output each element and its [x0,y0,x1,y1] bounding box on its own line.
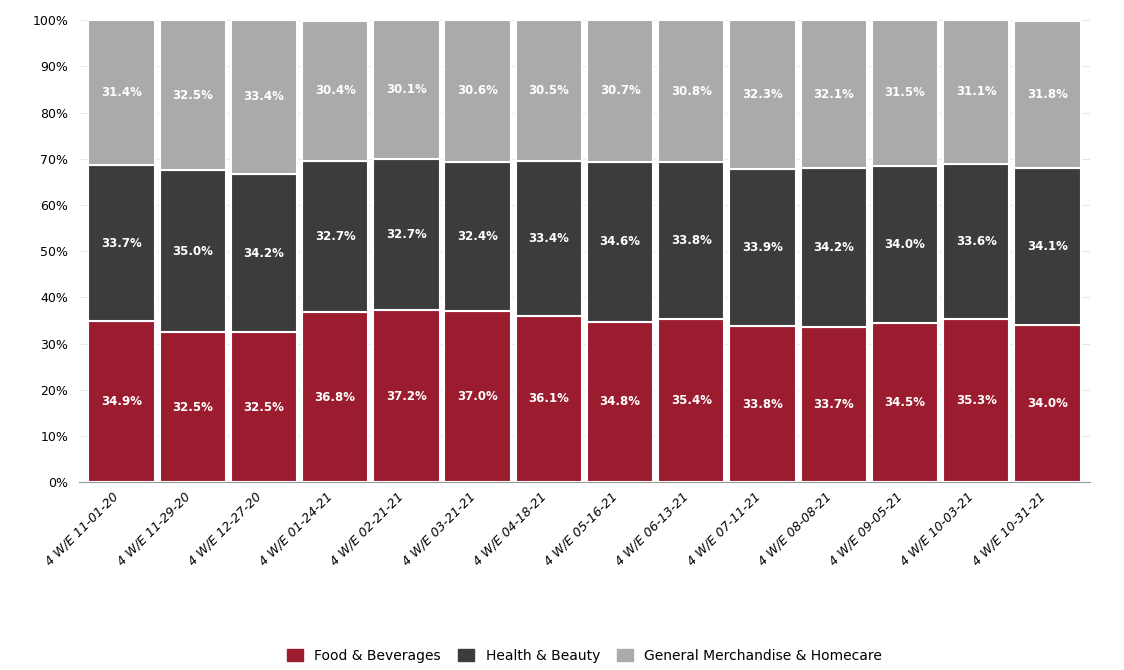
Bar [516,161,582,316]
Text: 33.8%: 33.8% [671,234,711,247]
Bar [800,326,867,482]
Text: 32.5%: 32.5% [172,401,214,414]
Bar [587,19,653,161]
Bar [444,20,510,161]
Bar [230,332,297,482]
Bar [943,164,1009,319]
Text: 30.4%: 30.4% [315,84,355,97]
Bar [373,159,439,310]
Text: 34.6%: 34.6% [599,235,641,248]
Bar [444,161,510,312]
Text: 34.1%: 34.1% [1027,240,1068,253]
Bar [943,319,1009,482]
Text: 35.0%: 35.0% [172,245,214,258]
Bar [516,316,582,482]
Bar [230,174,297,332]
Text: 32.7%: 32.7% [315,230,355,243]
Bar [160,332,226,482]
Text: 31.5%: 31.5% [885,86,925,99]
Bar [89,321,155,482]
Bar [800,20,867,168]
Text: 30.8%: 30.8% [671,85,711,98]
Text: 35.4%: 35.4% [671,394,711,407]
Text: 34.5%: 34.5% [885,396,925,409]
Text: 31.8%: 31.8% [1027,88,1068,100]
Text: 37.0%: 37.0% [457,391,498,403]
Bar [587,322,653,482]
Bar [659,163,725,319]
Text: 34.8%: 34.8% [599,395,641,409]
Text: 32.7%: 32.7% [386,228,427,241]
Bar [1014,168,1080,325]
Bar [160,170,226,332]
Text: 31.4%: 31.4% [101,86,142,99]
Bar [659,319,725,482]
Bar [1014,325,1080,482]
Text: 32.1%: 32.1% [814,88,854,100]
Text: 33.8%: 33.8% [742,398,783,411]
Bar [587,161,653,322]
Text: 30.6%: 30.6% [457,84,498,97]
Text: 36.1%: 36.1% [528,393,569,405]
Text: 33.6%: 33.6% [955,235,997,248]
Bar [800,168,867,326]
Text: 33.9%: 33.9% [742,241,783,255]
Legend: Food & Beverages, Health & Beauty, General Merchandise & Homecare: Food & Beverages, Health & Beauty, Gener… [280,642,889,669]
Bar [659,20,725,163]
Text: 34.0%: 34.0% [885,238,925,251]
Text: 32.5%: 32.5% [244,401,284,414]
Text: 35.3%: 35.3% [955,395,997,407]
Bar [302,312,369,482]
Text: 33.7%: 33.7% [814,398,854,411]
Text: 30.5%: 30.5% [528,84,569,97]
Text: 33.7%: 33.7% [101,237,142,250]
Bar [943,20,1009,164]
Text: 32.5%: 32.5% [172,88,214,102]
Bar [872,20,939,165]
Bar [1014,21,1080,168]
Bar [89,20,155,165]
Text: 30.1%: 30.1% [386,83,427,96]
Bar [872,323,939,482]
Bar [373,20,439,159]
Text: 30.7%: 30.7% [600,84,641,97]
Bar [230,19,297,174]
Text: 32.3%: 32.3% [742,88,783,101]
Bar [729,326,796,482]
Bar [89,165,155,321]
Text: 36.8%: 36.8% [315,391,355,404]
Text: 33.4%: 33.4% [528,232,569,245]
Bar [516,20,582,161]
Bar [373,310,439,482]
Bar [444,312,510,482]
Bar [302,161,369,312]
Bar [160,20,226,170]
Text: 33.4%: 33.4% [244,90,284,103]
Bar [872,165,939,323]
Bar [729,20,796,170]
Text: 32.4%: 32.4% [457,230,498,243]
Bar [302,21,369,161]
Bar [729,170,796,326]
Text: 37.2%: 37.2% [386,390,427,403]
Text: 34.0%: 34.0% [1027,397,1068,410]
Text: 31.1%: 31.1% [955,86,997,98]
Text: 34.9%: 34.9% [101,395,142,408]
Text: 34.2%: 34.2% [814,241,854,254]
Text: 34.2%: 34.2% [244,247,284,259]
